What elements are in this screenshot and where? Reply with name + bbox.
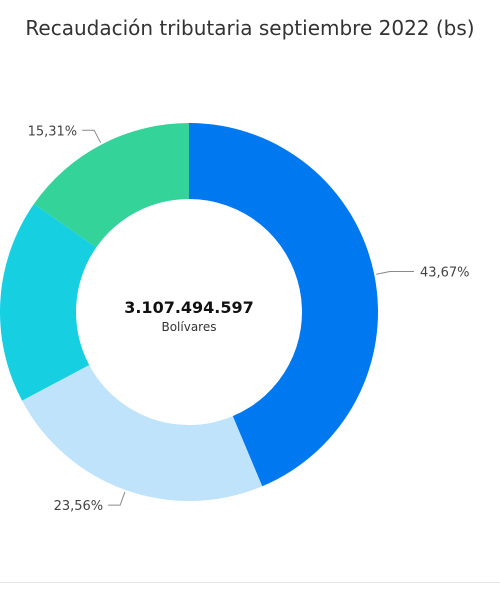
center-total-value: 3.107.494.597 <box>124 298 254 317</box>
slice-label-4: 15,31% <box>28 124 78 139</box>
center-unit-label: Bolívares <box>161 320 217 334</box>
donut-slice-2[interactable] <box>22 365 263 501</box>
divider <box>0 582 500 583</box>
chart-title: Recaudación tributaria septiembre 2022 (… <box>25 16 475 40</box>
leader-line-4 <box>82 129 102 143</box>
donut-slice-1[interactable] <box>189 123 378 487</box>
slice-label-1: 43,67% <box>420 266 470 281</box>
leader-line-1 <box>376 271 414 275</box>
donut-slice-4[interactable] <box>33 123 189 248</box>
slice-label-2: 23,56% <box>54 499 104 514</box>
leader-line-2 <box>108 491 126 506</box>
donut-slice-3[interactable] <box>0 203 97 401</box>
